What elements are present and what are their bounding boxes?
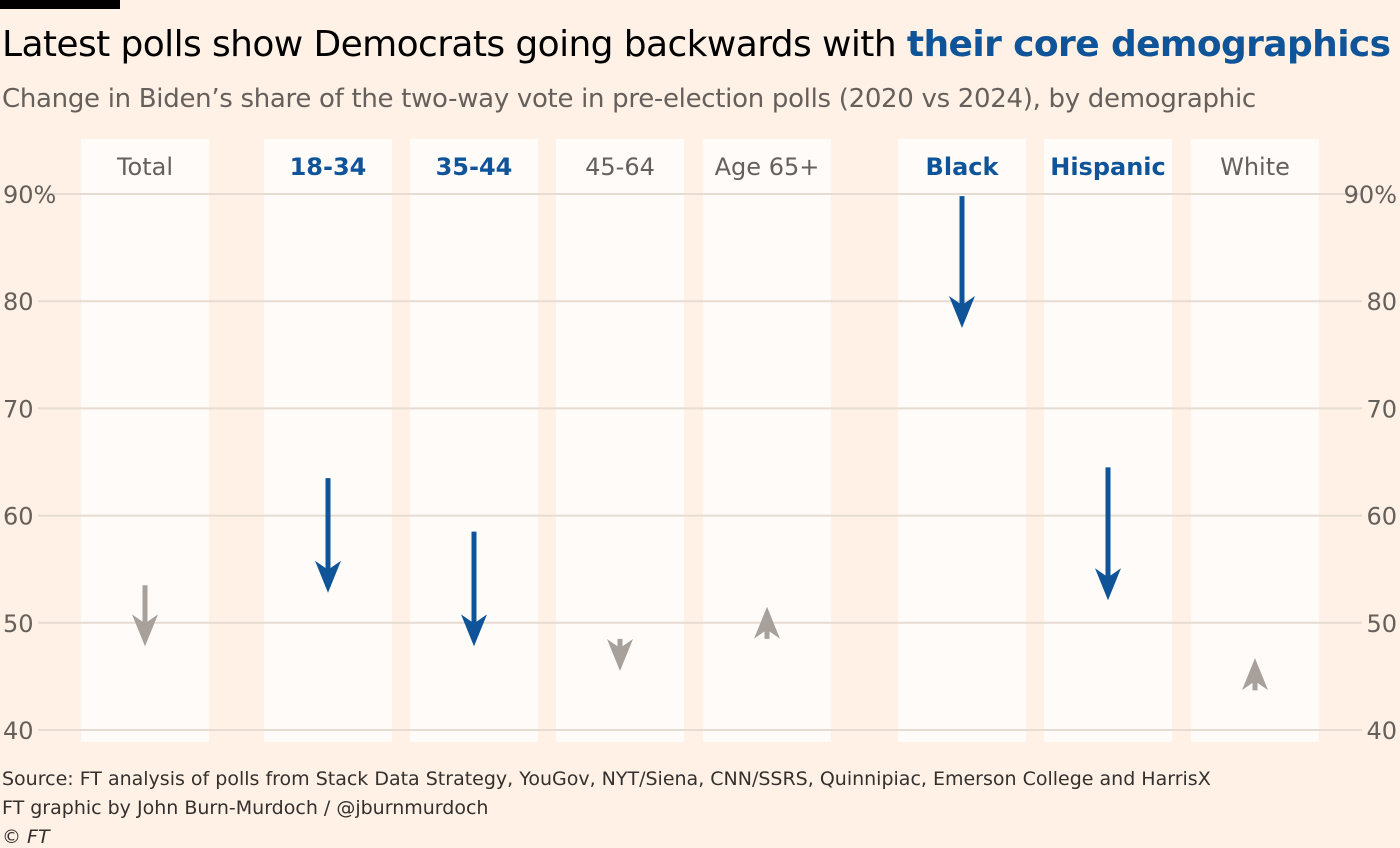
y-tick-label-right: 90% (1344, 181, 1397, 209)
title-main: Latest polls show Democrats going backwa… (2, 24, 907, 65)
y-tick-label-right: 70 (1366, 395, 1397, 423)
panel-total (81, 139, 209, 742)
y-tick-label-left: 90% (3, 181, 56, 209)
category-labels: Total 18-34 35-44 45-64 Age 65+ Black Hispanic… (116, 153, 1290, 181)
category-label: 45-64 (585, 153, 655, 181)
panel-hispanic (1044, 139, 1172, 742)
category-label: Hispanic (1050, 153, 1166, 181)
category-label: Total (116, 153, 173, 181)
y-tick-label-left: 70 (3, 395, 34, 423)
y-axis-right: 40 50 60 70 80 90% (1344, 181, 1397, 745)
arrow-head (754, 606, 780, 639)
y-tick-label-right: 60 (1366, 503, 1397, 531)
arrow-head (1242, 658, 1268, 691)
arrow-total (132, 585, 158, 647)
panel-18-34 (264, 139, 392, 742)
y-tick-label-right: 40 (1366, 717, 1397, 745)
arrow-black (949, 196, 975, 328)
y-tick-label-left: 40 (3, 717, 34, 745)
arrow-head (461, 614, 487, 647)
panel-white (1191, 139, 1319, 742)
arrow-18-34 (315, 478, 341, 593)
arrow-head (607, 639, 633, 672)
category-label: Age 65+ (715, 153, 820, 181)
arrow-head (132, 614, 158, 647)
panel-age-65- (703, 139, 831, 742)
arrow-35-44 (461, 531, 487, 647)
panel-35-44 (410, 139, 538, 742)
y-axis-left: 40 50 60 70 80 90% (3, 181, 56, 745)
title-highlight: their core demographics (906, 24, 1391, 65)
source-note: Source: FT analysis of polls from Stack … (2, 768, 1211, 790)
category-label: Black (926, 153, 1000, 181)
category-panels (81, 139, 1319, 742)
y-tick-label-right: 50 (1366, 610, 1397, 638)
category-label: 18-34 (290, 153, 367, 181)
arrow-head (315, 560, 341, 593)
category-label: 35-44 (436, 153, 513, 181)
copyright-note: © FT (2, 826, 50, 848)
arrow-head (1095, 568, 1121, 601)
arrow-45-64 (607, 638, 633, 672)
y-tick-label-left: 80 (3, 288, 34, 316)
y-tick-label-right: 80 (1366, 288, 1397, 316)
ft-brand-bar (0, 0, 120, 9)
arrows (132, 196, 1268, 691)
arrow-white (1242, 658, 1268, 691)
chart-title: Latest polls show Democrats going backwa… (2, 24, 1391, 65)
gridlines (38, 193, 1362, 731)
arrow-head (949, 296, 975, 328)
category-label: White (1220, 153, 1290, 181)
arrow-hispanic (1095, 467, 1121, 601)
y-tick-label-left: 60 (3, 503, 34, 531)
y-tick-label-left: 50 (3, 610, 34, 638)
credit-note: FT graphic by John Burn-Murdoch / @jburn… (2, 797, 489, 819)
arrow-age-65- (754, 606, 780, 639)
chart-subtitle: Change in Biden’s share of the two-way v… (2, 84, 1256, 114)
